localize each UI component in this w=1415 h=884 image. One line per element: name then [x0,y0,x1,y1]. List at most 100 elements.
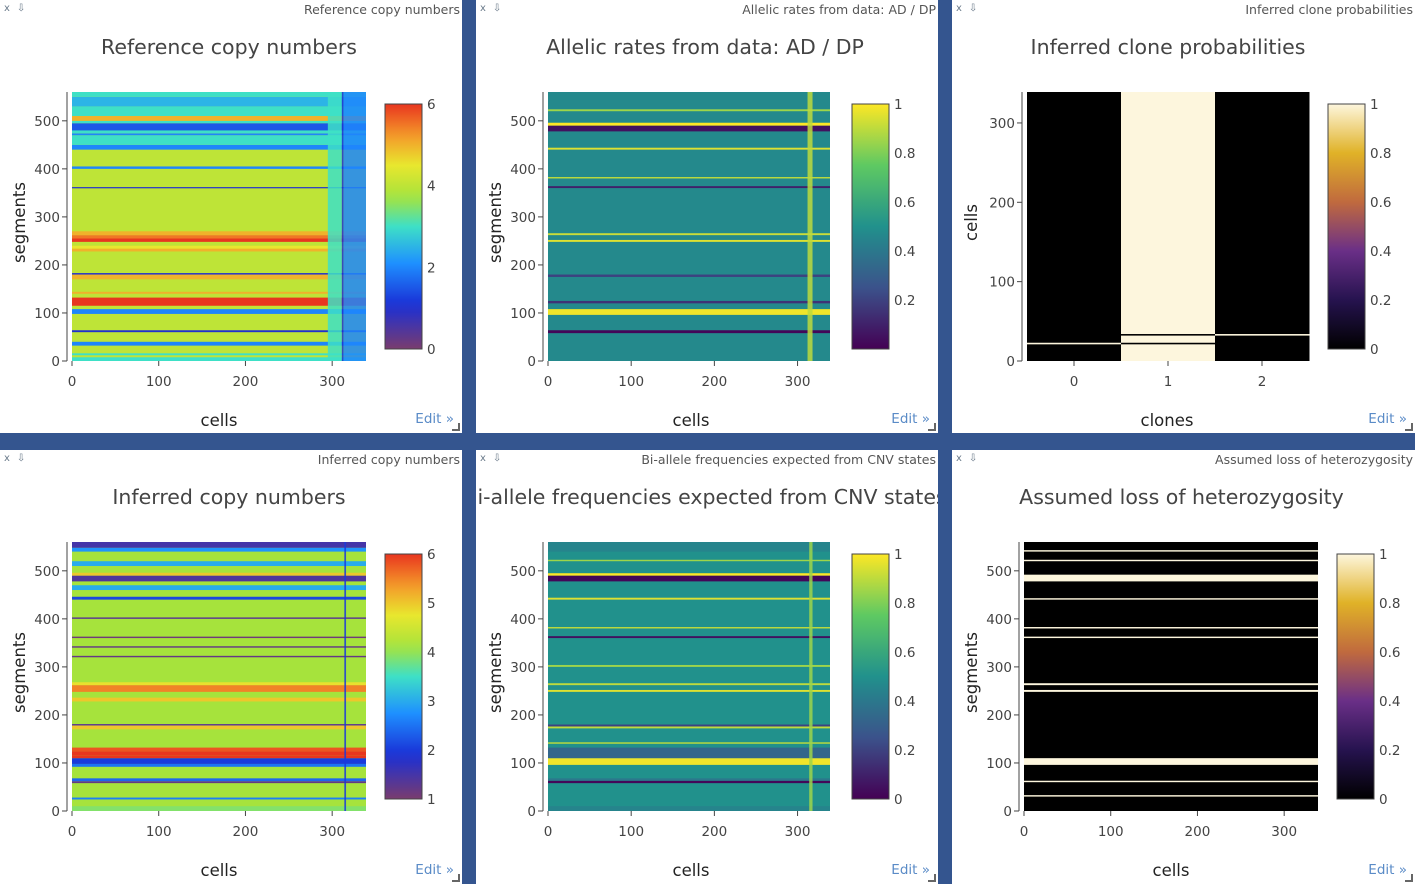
pin-icon[interactable]: ⇩ [16,453,26,464]
heatmap-chart[interactable]: Inferred copy numbers 0 100 200 300 0 100 200 30… [0,450,462,884]
y-axis-label: segments [10,632,29,713]
heatmap-row-band [548,186,830,189]
panel-allelic-rates: x ⇩ Allelic rates from data: AD / DP Alle… [476,0,938,433]
panel-controls: x ⇩ [480,3,508,14]
edit-link[interactable]: Edit » [1368,411,1407,427]
x-tick-label: 200 [701,824,727,840]
y-tick-label: 400 [986,612,1012,628]
heatmap-row-band [72,135,366,145]
heatmap-row-band [72,781,366,784]
heatmap-row-band [72,133,366,136]
x-tick-label: 0 [68,374,77,390]
colorbar-tick-label: 1 [1370,97,1379,113]
colorbar-tick-label: 4 [427,645,436,661]
heatmap-cells [1027,92,1310,361]
pin-icon[interactable]: ⇩ [968,453,978,464]
heatmap-chart[interactable]: Reference copy numbers 0 100 200 300 0 100 200 3… [0,0,462,433]
x-tick-label: 200 [701,374,727,390]
colorbar-tick-label: 4 [427,179,436,195]
heatmap-row-band [1024,758,1318,765]
heatmap-row-band [548,664,830,667]
colorbar-tick-label: 3 [427,694,436,710]
resize-handle[interactable] [928,874,936,882]
heatmap-row-band [72,697,366,702]
heatmap-row-band [72,330,366,333]
heatmap-column-clone-2 [1215,92,1310,361]
close-icon[interactable]: x [480,453,486,464]
heatmap-row-band [72,585,366,591]
pin-icon[interactable]: ⇩ [492,453,502,464]
y-tick-label: 500 [34,114,60,130]
pin-icon[interactable]: ⇩ [968,3,978,14]
colorbar-tick-label: 0.8 [1370,146,1391,162]
y-tick-label: 100 [989,275,1015,291]
heatmap-row-band [72,273,366,275]
colorbar-tick-label: 0.6 [1370,195,1391,211]
colorbar [851,553,890,800]
y-axis-label: cells [962,204,981,241]
heatmap-row-band [548,683,830,686]
y-tick-label: 200 [986,708,1012,724]
panel-controls: x ⇩ [956,453,984,464]
x-tick-label: 100 [1098,824,1124,840]
heatmap-cell [1121,334,1216,336]
heatmap-row-band [1024,598,1318,600]
y-tick-label: 300 [986,660,1012,676]
pin-icon[interactable]: ⇩ [16,3,26,14]
heatmap-cells [548,92,830,361]
x-tick-label: 0 [1070,374,1079,390]
heatmap-base [548,542,830,811]
colorbar-tick-label: 1 [894,547,903,563]
resize-handle[interactable] [1405,874,1413,882]
y-tick-label: 0 [1003,804,1012,820]
colorbar [384,553,423,800]
edit-link[interactable]: Edit » [1368,862,1407,878]
close-icon[interactable]: x [4,453,10,464]
heatmap-chart[interactable]: Inferred clone probabilities 0 1 2 0 100 200 30… [952,0,1415,433]
y-tick-label: 500 [510,564,536,580]
y-tick-label: 400 [34,162,60,178]
colorbar-tick-label: 0.6 [894,195,915,211]
x-tick-label: 100 [618,824,644,840]
colorbar-tick-label: 0.6 [1379,645,1400,661]
resize-handle[interactable] [1405,423,1413,431]
heatmap-chart[interactable]: Allelic rates from data: AD / DP 0 100 200 3… [476,0,938,433]
edit-link[interactable]: Edit » [891,862,930,878]
heatmap-base [548,92,830,361]
heatmap-row-band [72,120,366,124]
heatmap-row-band [72,144,366,150]
close-icon[interactable]: x [956,453,962,464]
resize-handle[interactable] [452,423,460,431]
heatmap-row-band [72,547,366,552]
heatmap-cell [1121,342,1216,345]
heatmap-row-band [72,755,366,759]
close-icon[interactable]: x [4,3,10,14]
heatmap-row-band [548,689,830,692]
chart-title: Bi-allele frequencies expected from CNV … [476,485,938,509]
x-tick-label: 300 [319,374,345,390]
edit-link[interactable]: Edit » [415,862,454,878]
y-tick-label: 300 [510,210,536,226]
resize-handle[interactable] [928,423,936,431]
heatmap-row-band [72,231,366,236]
panel-inferred-clone-probabilities: x ⇩ Inferred clone probabilities Inferred… [952,0,1415,433]
heatmap-row-band [1024,574,1318,582]
colorbar [1327,103,1366,350]
x-tick-label: 200 [233,824,259,840]
y-tick-label: 500 [34,564,60,580]
heatmap-row-band [1024,689,1318,692]
edit-link[interactable]: Edit » [415,411,454,427]
x-axis-label: cells [673,411,710,430]
x-tick-label: 0 [68,824,77,840]
edit-link[interactable]: Edit » [891,411,930,427]
close-icon[interactable]: x [480,3,486,14]
heatmap-chart[interactable]: Bi-allele frequencies expected from CNV … [476,450,938,884]
y-tick-label: 200 [34,258,60,274]
close-icon[interactable]: x [956,3,962,14]
colorbar [384,103,423,350]
resize-handle[interactable] [452,874,460,882]
y-tick-label: 300 [34,210,60,226]
pin-icon[interactable]: ⇩ [492,3,502,14]
heatmap-row-band [1024,683,1318,686]
